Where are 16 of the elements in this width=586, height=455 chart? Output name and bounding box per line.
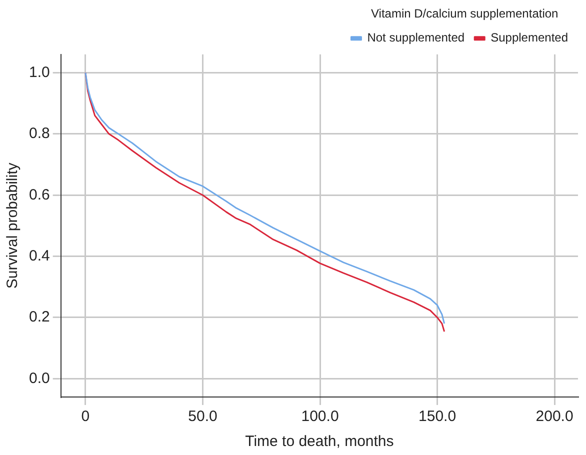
x-axis-title: Time to death, months: [245, 433, 394, 450]
x-tick-label: 200.0: [536, 408, 574, 426]
x-tick-label: 150.0: [418, 408, 456, 426]
legend-label: Not supplemented: [367, 30, 465, 45]
y-axis-title: Survival probability: [4, 162, 22, 289]
y-tick-label: 0.8: [28, 125, 50, 142]
legend-label: Supplemented: [490, 30, 568, 45]
y-tick-label: 0.6: [28, 186, 50, 204]
legend-title: Vitamin D/calcium supplementation: [371, 6, 558, 20]
y-tick-label: 0.4: [28, 247, 50, 264]
x-tick-label: 50.0: [188, 408, 218, 426]
x-tick-label: 100.0: [301, 408, 339, 426]
y-tick-label: 1.0: [28, 64, 50, 81]
y-tick-label: 0.2: [28, 308, 50, 326]
x-tick-label: 0: [81, 408, 90, 426]
y-tick-label: 0.0: [28, 370, 50, 387]
